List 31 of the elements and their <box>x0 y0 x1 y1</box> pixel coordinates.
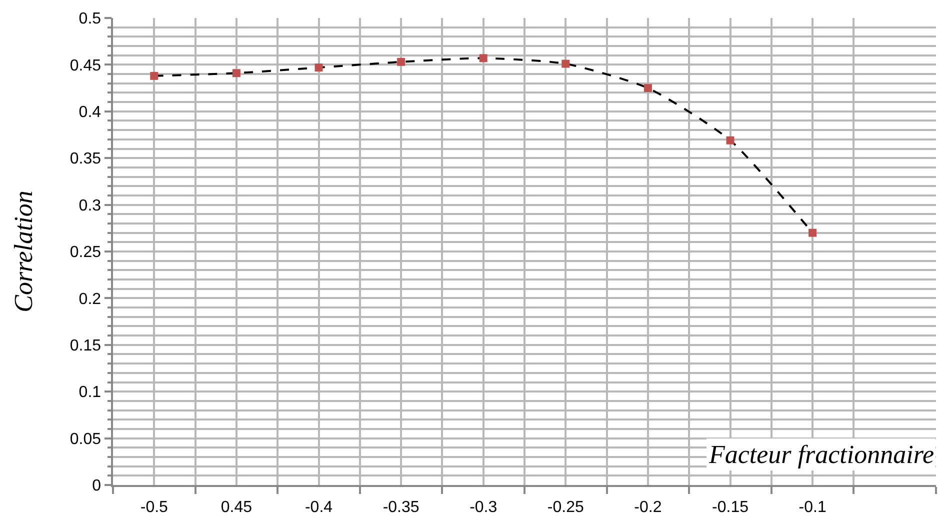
point <box>562 60 570 68</box>
x-tick-label: -0.4 <box>304 498 333 516</box>
y-tick-label: 0.45 <box>70 57 102 74</box>
point <box>150 72 158 80</box>
y-tick-label: 0.35 <box>70 150 102 168</box>
x-axis-title: Facteur fractionnaire <box>708 440 934 469</box>
point <box>397 58 406 66</box>
point <box>479 54 488 62</box>
y-tick-label: 0.1 <box>78 384 102 402</box>
point <box>644 84 652 92</box>
x-tick-label: -0.15 <box>712 498 749 516</box>
point <box>726 136 734 144</box>
x-tick-label: -0.3 <box>470 498 498 516</box>
x-tick-label: -0.2 <box>634 498 662 516</box>
y-tick-label: 0.2 <box>78 290 102 308</box>
y-tick-label: 0.4 <box>78 104 102 121</box>
x-tick-label: -0.1 <box>798 498 826 516</box>
y-tick-label: 0.15 <box>70 338 102 354</box>
x-tick-label: -0.35 <box>382 498 420 516</box>
x-tick-label: 0.45 <box>220 498 252 516</box>
y-tick-label: 0.05 <box>70 430 102 448</box>
x-tick-label: -0.5 <box>140 498 168 516</box>
point <box>808 228 817 237</box>
point <box>232 69 240 78</box>
y-tick-label: 0.25 <box>70 244 102 262</box>
x-tick-label: -0.25 <box>547 498 584 516</box>
y-tick-label: 0.5 <box>78 10 102 28</box>
point <box>314 64 323 72</box>
y-tick-label: 0 <box>92 478 102 495</box>
y-tick-label: 0.3 <box>78 197 102 214</box>
y-axis-title: Correlation <box>8 190 38 312</box>
